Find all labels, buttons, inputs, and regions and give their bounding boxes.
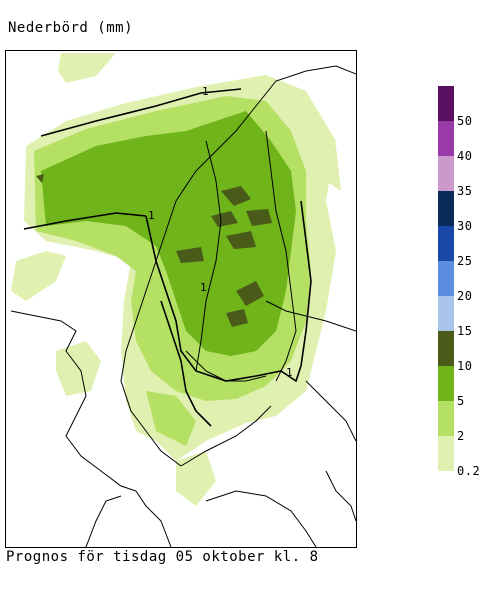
isoline-label: 1 [200, 281, 207, 294]
isolines [23, 88, 312, 427]
legend-swatch [438, 436, 454, 471]
legend-label: 50 [457, 114, 473, 128]
isoline-label: 1 [148, 209, 155, 222]
legend-swatch [438, 191, 454, 226]
map-title: Nederbörd (mm) [8, 20, 134, 36]
legend-swatch [438, 226, 454, 261]
precip-zone-heavy [41, 111, 296, 356]
legend-label: 15 [457, 324, 473, 338]
legend-swatch [438, 331, 454, 366]
isoline-label: 1 [286, 366, 293, 379]
legend-label: 0.2 [457, 464, 481, 478]
legend-swatch [438, 261, 454, 296]
isoline-labels: 1 1 1 1 [148, 85, 293, 379]
legend-label: 5 [457, 394, 465, 408]
legend-label: 20 [457, 289, 473, 303]
precipitation-legend: 0.2 2 5 10 15 20 25 30 35 40 50 [438, 86, 491, 486]
legend-swatch [438, 156, 454, 191]
legend-label: 35 [457, 184, 473, 198]
legend-label: 2 [457, 429, 465, 443]
legend-swatch [438, 366, 454, 401]
isoline-label: 1 [202, 85, 209, 98]
precipitation-map: 1 1 1 1 [5, 50, 357, 548]
forecast-caption: Prognos för tisdag 05 oktober kl. 8 [6, 549, 319, 565]
legend-swatch [438, 401, 454, 436]
legend-label: 25 [457, 254, 473, 268]
legend-label: 40 [457, 149, 473, 163]
legend-label: 30 [457, 219, 473, 233]
precip-zone-very-heavy [36, 174, 272, 327]
legend-swatch [438, 296, 454, 331]
legend-label: 10 [457, 359, 473, 373]
legend-swatch [438, 86, 454, 121]
coastlines [10, 65, 356, 547]
legend-swatch [438, 121, 454, 156]
